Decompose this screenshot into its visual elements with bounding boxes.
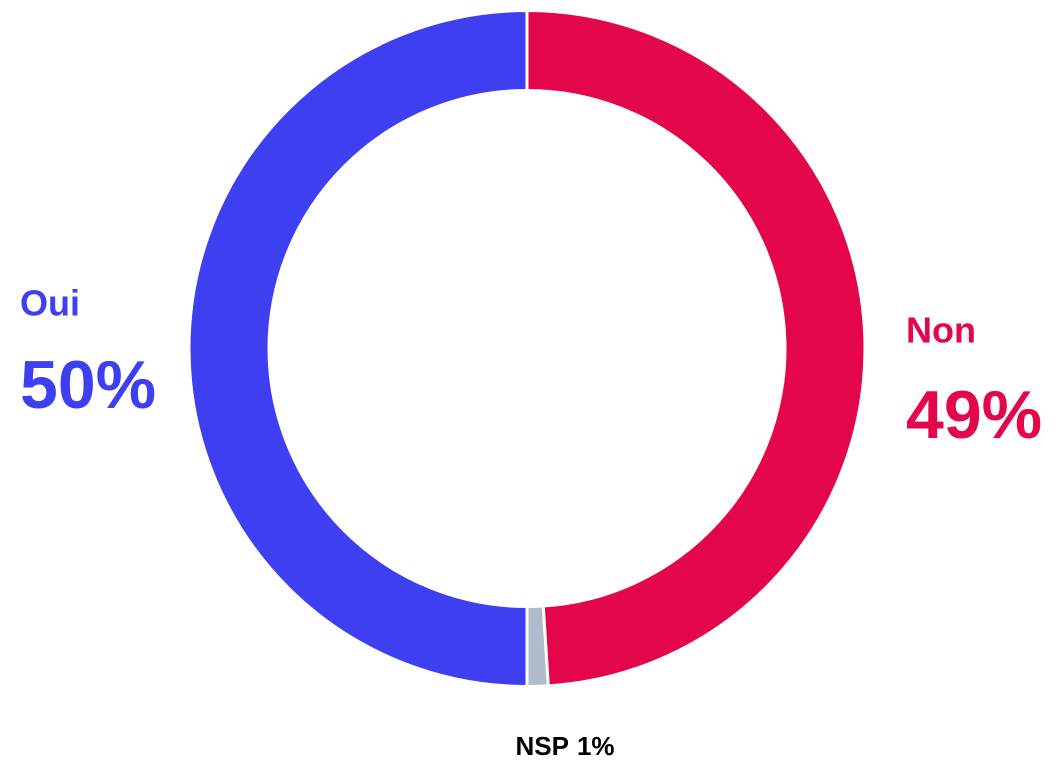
donut-slice: [525, 8, 867, 688]
slice-name: Oui: [20, 283, 80, 324]
donut-slice: [187, 8, 529, 689]
slice-value: 49%: [906, 377, 1042, 453]
slice-value: 50%: [20, 347, 156, 423]
slice-value: 1%: [577, 731, 615, 761]
slice-name: Non: [906, 310, 976, 351]
slice-name: NSP: [515, 731, 568, 761]
slice-label: NSP 1%: [515, 731, 614, 761]
donut-slice: [525, 604, 550, 689]
